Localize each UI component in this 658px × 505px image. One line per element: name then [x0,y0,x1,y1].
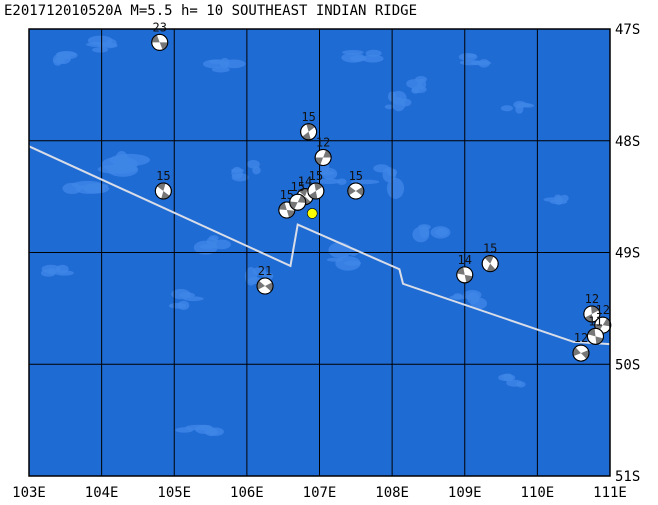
focal-mechanism: 12 [594,303,612,334]
seamount-patch [386,177,405,199]
focal-mechanism: 14 [456,253,474,284]
seamount-patch [84,183,109,189]
depth-label: 15 [349,169,363,183]
longitude-label: 105E [157,485,191,501]
longitude-label: 106E [230,485,264,501]
seamount-patch [204,427,218,437]
focal-mechanism: 15 [307,169,325,200]
seamount-patch [390,90,407,105]
plate-boundary-line [28,145,611,346]
depth-label: 15 [301,110,315,124]
focal-mechanism: 15 [300,110,318,141]
seamount-patch [183,296,204,302]
longitude-label: 110E [521,485,555,501]
depth-label: 14 [458,253,472,267]
seamount-patch [411,85,427,94]
seamount-patch [177,300,190,310]
depth-label: 15 [483,242,497,256]
seamount-patch [199,244,217,250]
seamount-patch [503,375,514,382]
seamount-patch [92,47,109,53]
seamount-patch [362,54,384,63]
longitude-label: 111E [593,485,627,501]
seamount-patch [175,427,194,433]
seamount-patch [549,199,568,205]
seamount-patch [316,178,341,185]
focal-mechanism: 23 [151,20,169,51]
focal-mechanism: 15 [154,169,172,200]
seamount-patch [328,242,352,259]
latitude-label: 49S [615,246,640,262]
seamount-patch [62,182,82,194]
seamount-shading [40,35,569,437]
seamount-patch [384,104,395,110]
seamount-patch [221,59,246,69]
seamount-patch [467,53,477,58]
map-title: E201712010520A M=5.5 h= 10 SOUTHEAST IND… [4,3,418,19]
seamount-patch [463,290,482,300]
focal-mechanism: 15 [289,180,307,211]
seamount-patch [47,267,57,275]
longitude-label: 109E [448,485,482,501]
longitude-label: 104E [85,485,119,501]
seamount-patch [319,170,335,176]
seamount-patch [252,267,267,276]
focal-mechanism: 12 [572,331,590,362]
longitude-label: 108E [375,485,409,501]
depth-label: 14 [298,175,312,189]
seamount-patch [506,379,523,387]
depth-label: 23 [152,20,166,34]
epicenter-marker [306,208,318,219]
seamount-patch [56,51,78,60]
seamount-patch [246,159,260,169]
seamount-patch [56,264,69,274]
longitude-label: 103E [12,485,46,501]
depth-label: 15 [290,180,304,194]
focal-mechanism: 21 [256,264,274,295]
depth-label: 12 [316,136,330,150]
depth-label: 11 [588,314,602,328]
map-frame [28,28,611,477]
seamount-patch [452,293,463,300]
seamount-patch [107,162,139,177]
latitude-label: 50S [615,357,640,373]
longitude-label: 107E [303,485,337,501]
depth-label: 12 [585,292,599,306]
latitude-labels: 47S 48S 49S 50S 51S [615,22,640,485]
focal-mechanism: 11 [586,314,604,345]
latitude-label: 48S [615,134,640,150]
seamount-patch [203,59,226,69]
depth-label: 15 [309,169,323,183]
seamount-patch [341,52,365,63]
seamount-patch [335,256,361,271]
focal-mechanism: 12 [314,136,332,167]
depth-label: 12 [574,331,588,345]
focal-mechanism: 15 [347,169,365,200]
seamount-patch [500,105,513,112]
latitude-label: 47S [615,22,640,38]
seamount-patch [515,104,524,114]
seamount-patch [435,228,449,237]
seamount-patch [106,38,117,48]
seamount-patch [171,289,191,300]
depth-label: 12 [596,303,610,317]
focal-mechanism: 15 [481,242,499,273]
seamount-patch [231,173,249,182]
latitude-label: 51S [615,469,640,485]
depth-label: 21 [258,264,272,278]
seamount-patch [208,235,219,241]
seamount-patch [419,225,430,238]
focal-mechanism: 12 [583,292,601,323]
seamount-patch [470,60,492,66]
longitude-labels: 103E 104E 105E 106E 107E 108E 109E 110E 111E [12,485,627,501]
depth-label: 15 [156,169,170,183]
